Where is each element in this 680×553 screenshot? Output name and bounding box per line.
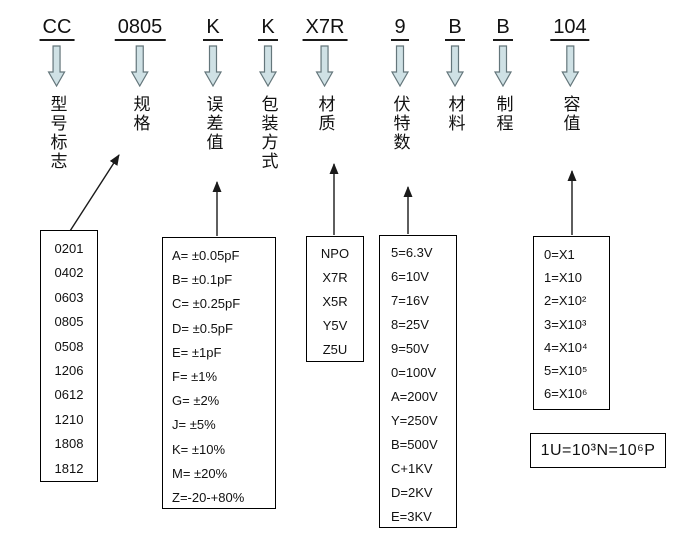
column-model-mark: CC 型号标志	[39, 16, 75, 171]
label-capacitance: 容值	[560, 95, 580, 133]
code-process: B	[493, 16, 513, 41]
list-item: 1=X10	[544, 270, 582, 286]
list-item: 0508	[54, 338, 84, 354]
list-item: E=3KV	[391, 509, 432, 524]
list-item: G= ±2%	[172, 393, 220, 409]
label-dielectric: 材质	[315, 95, 335, 133]
list-item: 8=25V	[391, 317, 429, 332]
column-packaging: K 包装方式	[258, 16, 278, 171]
list-item: F= ±1%	[172, 369, 218, 385]
down-block-arrow-icon	[493, 45, 513, 87]
list-item: 1210	[54, 411, 84, 427]
list-item: 9=50V	[391, 341, 429, 356]
down-block-arrow-icon	[130, 45, 150, 87]
column-dielectric: X7R 材质	[302, 16, 348, 133]
down-block-arrow-icon	[315, 45, 335, 87]
list-item: K= ±10%	[172, 441, 226, 457]
down-block-arrow-icon	[390, 45, 410, 87]
label-tolerance: 误差值	[203, 95, 223, 152]
unit-conversion-text: 1U=10³N=10⁶P	[540, 441, 656, 459]
list-item: 0=X1	[544, 247, 575, 262]
column-material: B 材料	[445, 16, 465, 133]
list-item: M= ±20%	[172, 465, 228, 481]
unit-conversion-note-box: 1U=10³N=10⁶P	[530, 433, 666, 468]
list-item: X5R	[322, 294, 348, 309]
list-item: 0603	[54, 289, 84, 305]
list-item: Y=250V	[391, 413, 438, 428]
label-model-mark: 型号标志	[47, 95, 67, 171]
label-material: 材料	[445, 95, 465, 133]
list-item: Y5V	[322, 318, 348, 333]
column-capacitance: 104 容值	[550, 16, 590, 133]
capacitance-multiplier-box: 0=X1 1=X10 2=X10² 3=X10³ 4=X10⁴ 5=X10⁵ 6…	[533, 236, 610, 410]
down-block-arrow-icon	[560, 45, 580, 87]
list-item: Z=-20-+80%	[172, 490, 245, 506]
list-item: 1812	[54, 460, 84, 476]
code-packaging: K	[258, 16, 278, 41]
list-item: 0805	[54, 314, 84, 330]
list-item: A=200V	[391, 389, 438, 404]
list-item: 5=6.3V	[391, 245, 433, 260]
label-process: 制程	[493, 95, 513, 133]
list-item: B= ±0.1pF	[172, 272, 233, 288]
list-item: X7R	[322, 270, 348, 285]
down-block-arrow-icon	[445, 45, 465, 87]
code-tolerance: K	[203, 16, 223, 41]
list-item: 0612	[54, 387, 84, 403]
column-size-spec: 0805 规格	[114, 16, 166, 133]
list-item: B=500V	[391, 437, 438, 452]
arrow-size-to-spec-icon	[69, 154, 120, 232]
list-item: 1808	[54, 436, 84, 452]
list-item: 6=X10⁶	[544, 386, 588, 402]
column-process: B 制程	[493, 16, 513, 133]
list-item: Z5U	[322, 342, 348, 357]
list-item: A= ±0.05pF	[172, 248, 240, 263]
label-size-spec: 规格	[130, 95, 150, 133]
label-packaging: 包装方式	[258, 95, 278, 171]
code-material: B	[445, 16, 465, 41]
list-item: D= ±0.5pF	[172, 320, 233, 336]
code-voltage: 9	[391, 16, 409, 41]
size-codes-box: 0201 0402 0603 0805 0508 1206 0612 1210 …	[40, 230, 98, 482]
list-item: E= ±1pF	[172, 344, 222, 360]
down-block-arrow-icon	[203, 45, 223, 87]
list-item: 0=100V	[391, 365, 437, 380]
list-item: C+1KV	[391, 461, 433, 476]
list-item: D=2KV	[391, 485, 433, 500]
column-voltage: 9 伏特数	[390, 16, 410, 152]
list-item: J= ±5%	[172, 417, 216, 433]
code-capacitance: 104	[550, 16, 590, 41]
tolerance-codes-box: A= ±0.05pF B= ±0.1pF C= ±0.25pF D= ±0.5p…	[162, 237, 276, 509]
dielectric-codes-box: NPO X7R X5R Y5V Z5U	[306, 236, 364, 362]
list-item: 4=X10⁴	[544, 339, 588, 355]
list-item: 6=10V	[391, 269, 429, 284]
list-item: 5=X10⁵	[544, 363, 588, 379]
list-item: 0402	[54, 265, 84, 281]
code-model-mark: CC	[39, 16, 75, 41]
code-dielectric: X7R	[302, 16, 348, 41]
label-voltage: 伏特数	[390, 95, 410, 152]
voltage-codes-box: 5=6.3V 6=10V 7=16V 8=25V 9=50V 0=100V A=…	[379, 235, 457, 528]
list-item: NPO	[320, 246, 350, 261]
list-item: 2=X10²	[544, 293, 587, 309]
list-item: 3=X10³	[544, 316, 587, 332]
down-block-arrow-icon	[47, 45, 67, 87]
list-item: 1206	[54, 363, 84, 379]
list-item: 0201	[54, 241, 84, 256]
list-item: C= ±0.25pF	[172, 296, 241, 312]
code-size-spec: 0805	[114, 16, 166, 41]
down-block-arrow-icon	[258, 45, 278, 87]
list-item: 7=16V	[391, 293, 429, 308]
column-tolerance: K 误差值	[203, 16, 223, 152]
